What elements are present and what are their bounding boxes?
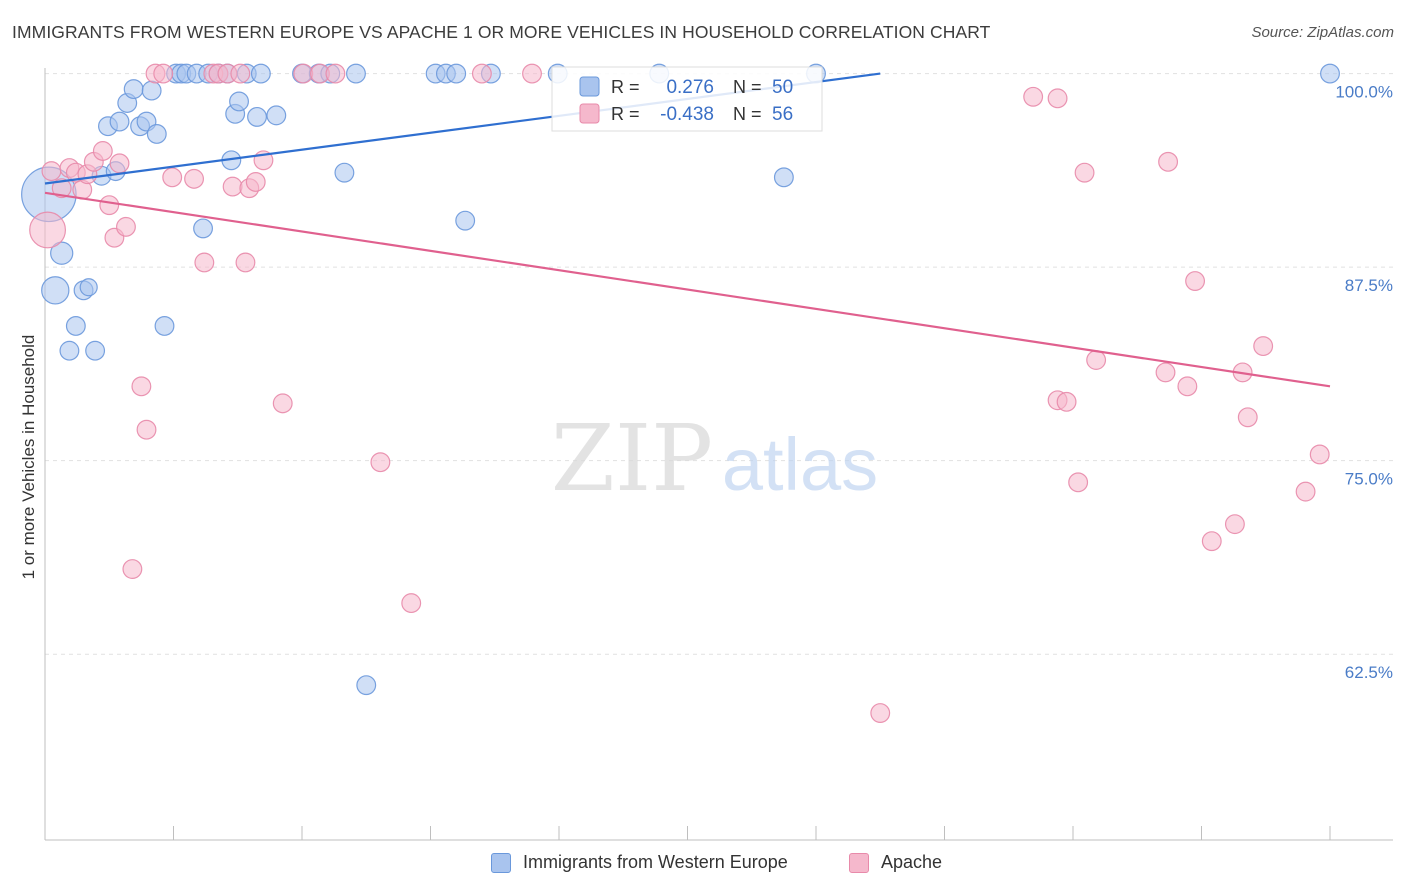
watermark-atlas: atlas [722, 423, 878, 506]
blue-point [229, 91, 249, 112]
pink-point [41, 161, 62, 182]
pink-point [370, 452, 391, 473]
blue-point [1320, 63, 1340, 84]
pink-point [522, 63, 542, 84]
pink-point [293, 63, 314, 84]
blue-point [141, 80, 162, 101]
y-tick-label: 75.0% [1345, 470, 1393, 489]
blue-point [773, 167, 794, 188]
blue-point [356, 675, 377, 696]
pink-point [235, 252, 256, 273]
pink-point [1047, 88, 1068, 109]
blue-point [123, 79, 144, 100]
blue-point [41, 276, 70, 305]
blue-point [146, 124, 167, 144]
stats-legend-r-value: 0.276 [666, 77, 714, 98]
blue-point [266, 105, 287, 126]
blue-point [50, 241, 74, 265]
pink-point [194, 252, 215, 273]
blue-point [446, 63, 467, 84]
pink-point [1023, 86, 1044, 107]
pink-point [162, 167, 183, 188]
y-tick-label: 62.5% [1345, 663, 1393, 682]
axis-layer: 100.0%87.5%75.0%62.5%0.0%100.0% [44, 68, 1393, 841]
y-tick-label: 100.0% [1335, 83, 1393, 102]
blue-point [455, 210, 476, 231]
blue-point [247, 106, 267, 127]
blue-point [334, 162, 355, 183]
pink-point [245, 172, 266, 192]
pink-point [870, 703, 891, 723]
pink-point [136, 419, 157, 440]
pink-point [325, 63, 346, 84]
pink-point [1086, 350, 1107, 370]
y-tick-label: 87.5% [1345, 276, 1393, 295]
bottom-legend-label: Immigrants from Western Europe [523, 852, 788, 872]
bottom-legend-item-western-europe: Immigrants from Western Europe [491, 852, 788, 873]
pink-point [222, 176, 243, 197]
blue-point [59, 340, 80, 361]
pink-point [29, 211, 67, 249]
source-note: Source: ZipAtlas.com [1251, 24, 1394, 41]
pink-point [471, 63, 492, 84]
points-layer [21, 63, 1340, 723]
pink-point [1074, 162, 1095, 183]
trend-line-apache [44, 191, 1331, 388]
bottom-legend-item-apache: Apache [849, 852, 942, 873]
stats-legend-r-value: -0.438 [660, 104, 714, 125]
blue-point [79, 278, 98, 297]
stats-legend-swatch-blue [579, 76, 600, 97]
watermark: ZIP atlas [551, 405, 878, 512]
pink-point [1201, 531, 1222, 552]
stats-legend-r-label: R = [611, 77, 640, 97]
scatter-chart: 100.0%87.5%75.0%62.5%0.0%100.0% ZIP atla… [19, 63, 1393, 841]
pink-point [1224, 514, 1245, 535]
pink-point [109, 153, 130, 174]
chart-title: IMMIGRANTS FROM WESTERN EUROPE VS APACHE… [12, 22, 991, 42]
pink-point [92, 141, 113, 161]
blue-point [85, 340, 106, 361]
pink-point [1253, 336, 1274, 357]
pink-point [1068, 472, 1089, 493]
bottom-legend: Immigrants from Western Europe Apache [0, 852, 1406, 878]
y-axis-label: 1 or more Vehicles in Household [19, 335, 38, 580]
pink-point [51, 178, 72, 199]
stats-legend-n-label: N = [733, 104, 762, 124]
pink-point [1309, 444, 1330, 465]
pink-point [153, 63, 174, 84]
stats-legend: R = 0.276 N = 50 R = -0.438 N = 56 [551, 66, 823, 132]
pink-point [1237, 407, 1258, 428]
stats-legend-n-value: 56 [772, 104, 793, 125]
stats-legend-swatch-pink [579, 103, 600, 124]
blue-point [65, 316, 86, 336]
pink-point [99, 195, 120, 216]
pink-point [1158, 151, 1179, 172]
blue-point [109, 111, 130, 132]
pink-point [184, 168, 205, 189]
blue-point [346, 63, 366, 84]
pink-point [1056, 391, 1077, 412]
grid-layer [45, 73, 1393, 655]
pink-point [1177, 376, 1198, 397]
stats-legend-n-value: 50 [772, 77, 793, 98]
pink-point [401, 593, 422, 614]
blue-point [193, 218, 214, 239]
pink-point [230, 63, 251, 84]
stats-legend-r-label: R = [611, 104, 640, 124]
stats-legend-n-label: N = [733, 77, 762, 97]
pink-point [131, 376, 152, 397]
pink-point [116, 216, 136, 237]
pink-point [122, 559, 143, 579]
blue-point [154, 316, 175, 336]
pink-point [272, 393, 293, 414]
pink-point [1185, 271, 1206, 292]
watermark-zip: ZIP [551, 405, 713, 512]
blue-point [250, 63, 271, 84]
pink-point [1155, 362, 1176, 383]
legend-swatch-blue [491, 852, 511, 873]
legend-swatch-pink [849, 852, 869, 873]
bottom-legend-label: Apache [881, 852, 943, 872]
pink-point [1295, 481, 1316, 502]
